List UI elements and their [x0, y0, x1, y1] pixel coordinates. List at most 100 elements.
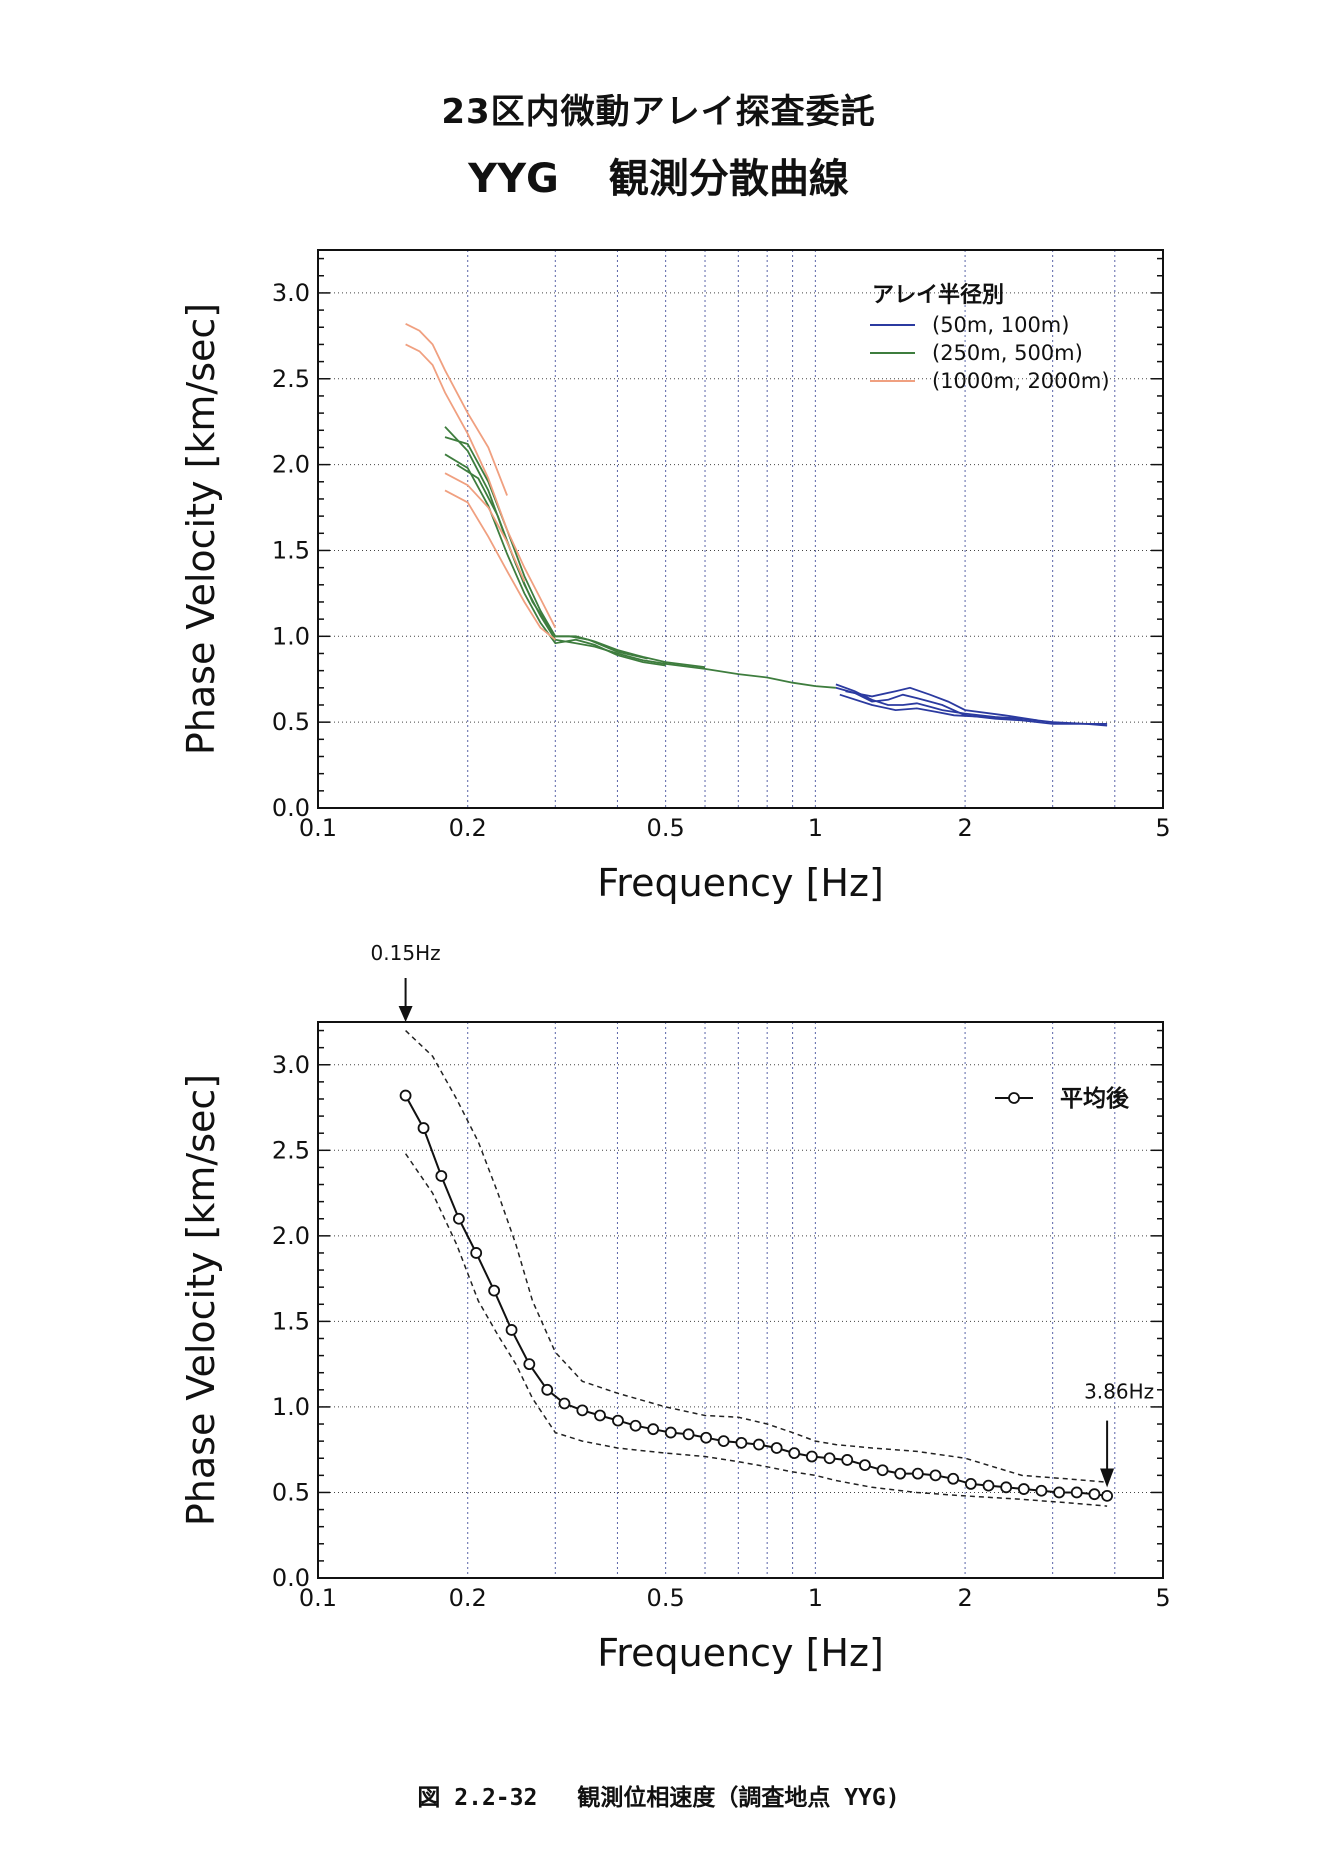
x-tick-label: 0.1 — [299, 814, 337, 842]
data-point — [417, 1122, 430, 1134]
plot-frame — [317, 249, 1164, 809]
data-point — [664, 1426, 677, 1439]
annotation-arrowhead — [1100, 1468, 1115, 1488]
series-line-blue — [839, 693, 1022, 720]
plot-frame — [317, 1021, 1164, 1579]
x-axis-label: Frequency [Hz] — [597, 861, 884, 905]
y-tick-label: 0.5 — [272, 708, 310, 736]
x-tick-label: 0.2 — [449, 814, 487, 842]
data-point — [805, 1450, 818, 1463]
y-axis-label: Phase Velocity [km/sec] — [179, 303, 223, 755]
data-point — [788, 1447, 801, 1460]
data-point — [435, 1170, 448, 1182]
x-tick-label: 0.1 — [299, 1584, 337, 1612]
data-point — [929, 1469, 942, 1482]
y-tick-label: 2.5 — [272, 365, 310, 393]
series-line-green — [456, 463, 648, 660]
data-point — [700, 1431, 712, 1444]
data-point — [823, 1452, 836, 1465]
mean-line — [404, 1095, 1108, 1497]
bound-line-lower-bound — [404, 1153, 1108, 1507]
series-line-blue — [835, 686, 1108, 725]
series-line-blue — [835, 683, 1108, 727]
x-tick-label: 5 — [1155, 814, 1170, 842]
y-tick-label: 3.0 — [272, 279, 310, 307]
data-point — [753, 1438, 765, 1451]
data-point — [647, 1423, 660, 1436]
data-point — [523, 1358, 536, 1371]
series-line-green — [444, 426, 836, 689]
y-tick-label: 0.0 — [272, 794, 310, 822]
y-tick-label: 1.5 — [272, 1307, 310, 1335]
x-tick-label: 0.5 — [647, 1584, 685, 1612]
x-tick-label: 0.5 — [647, 814, 685, 842]
data-point — [682, 1428, 695, 1441]
y-axis-label: Phase Velocity [km/sec] — [179, 1074, 223, 1526]
data-point — [735, 1436, 748, 1449]
series-line-orange — [444, 489, 556, 641]
data-point — [1017, 1483, 1030, 1495]
data-point — [558, 1397, 571, 1410]
y-tick-label: 0.5 — [272, 1478, 310, 1506]
x-tick-label: 2 — [957, 814, 972, 842]
report-title: 23区内微動アレイ探査委託 — [441, 92, 876, 132]
data-point — [1088, 1488, 1101, 1501]
data-point — [470, 1247, 483, 1259]
data-point — [964, 1478, 977, 1490]
y-tick-label: 0.0 — [272, 1564, 310, 1592]
y-tick-label: 2.0 — [272, 451, 310, 479]
data-point — [770, 1442, 783, 1454]
legend-marker — [1008, 1092, 1020, 1104]
data-point — [859, 1459, 871, 1471]
chart-title-main: 観測分散曲線 — [608, 156, 849, 202]
legend-label: 平均後 — [1060, 1085, 1130, 1112]
data-point — [1000, 1481, 1013, 1494]
averaged-dispersion-chart: 0.0 0.5 1.0 1.5 2.0 2.5 3.0 0.1 0.2 0.5 1 2 5 Frequen… — [179, 941, 1171, 1675]
data-point — [717, 1435, 730, 1448]
data-point — [1101, 1489, 1114, 1502]
chart-title: YYG 観測分散曲線 — [0, 146, 1317, 204]
data-point — [876, 1464, 889, 1477]
figure-number: 図 2.2-32 — [417, 1785, 538, 1811]
series-line-orange — [405, 343, 557, 629]
data-point — [1035, 1484, 1048, 1497]
y-tick-label: 2.0 — [272, 1222, 310, 1250]
data-point — [488, 1284, 501, 1297]
data-point — [629, 1419, 642, 1432]
annotation-label: 3.86Hz — [1084, 1379, 1154, 1403]
x-tick-label: 0.2 — [449, 1584, 487, 1612]
x-tick-label: 2 — [957, 1584, 972, 1612]
legend-title: アレイ半径別 — [872, 282, 1004, 308]
series-line-orange — [405, 322, 508, 496]
data-point — [894, 1467, 907, 1480]
figure-caption: 図 2.2-32 観測位相速度（調査地点 YYG) — [0, 1778, 1317, 1812]
annotation-arrowhead — [398, 1006, 413, 1022]
y-tick-label: 1.0 — [272, 1393, 310, 1421]
x-tick-label: 5 — [1155, 1584, 1170, 1612]
data-point — [594, 1409, 606, 1422]
bound-line-upper-bound — [405, 1030, 1108, 1483]
site-code: YYG — [468, 156, 559, 202]
data-point — [399, 1089, 412, 1102]
data-point — [612, 1414, 624, 1427]
y-tick-label: 1.5 — [272, 536, 310, 564]
series-line-orange — [444, 472, 526, 582]
legend-label: (250m, 500m) — [932, 341, 1083, 365]
data-point — [453, 1212, 465, 1225]
y-tick-label: 2.5 — [272, 1136, 310, 1164]
x-axis-label: Frequency [Hz] — [597, 1631, 884, 1675]
data-point — [1070, 1486, 1083, 1499]
data-point — [841, 1454, 854, 1466]
annotation-label: 0.15Hz — [371, 941, 441, 965]
y-tick-label: 3.0 — [272, 1051, 310, 1079]
data-point — [541, 1383, 554, 1396]
legend-label: (1000m, 2000m) — [932, 369, 1110, 393]
dispersion-chart-by-radius: 0.0 0.5 1.0 1.5 2.0 2.5 3.0 0.1 0.2 0.5 1 2 5 Frequen… — [179, 249, 1171, 905]
legend-label: (50m, 100m) — [932, 313, 1069, 337]
data-point — [911, 1467, 924, 1480]
data-point — [1053, 1486, 1066, 1499]
data-point — [505, 1324, 518, 1336]
series-line-blue — [845, 686, 1038, 722]
x-tick-label: 1 — [808, 814, 823, 842]
y-tick-label: 1.0 — [272, 622, 310, 650]
